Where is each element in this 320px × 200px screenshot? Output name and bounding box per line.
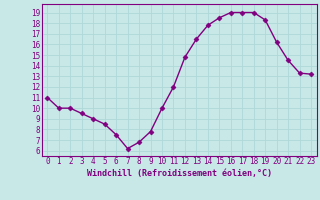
X-axis label: Windchill (Refroidissement éolien,°C): Windchill (Refroidissement éolien,°C) (87, 169, 272, 178)
